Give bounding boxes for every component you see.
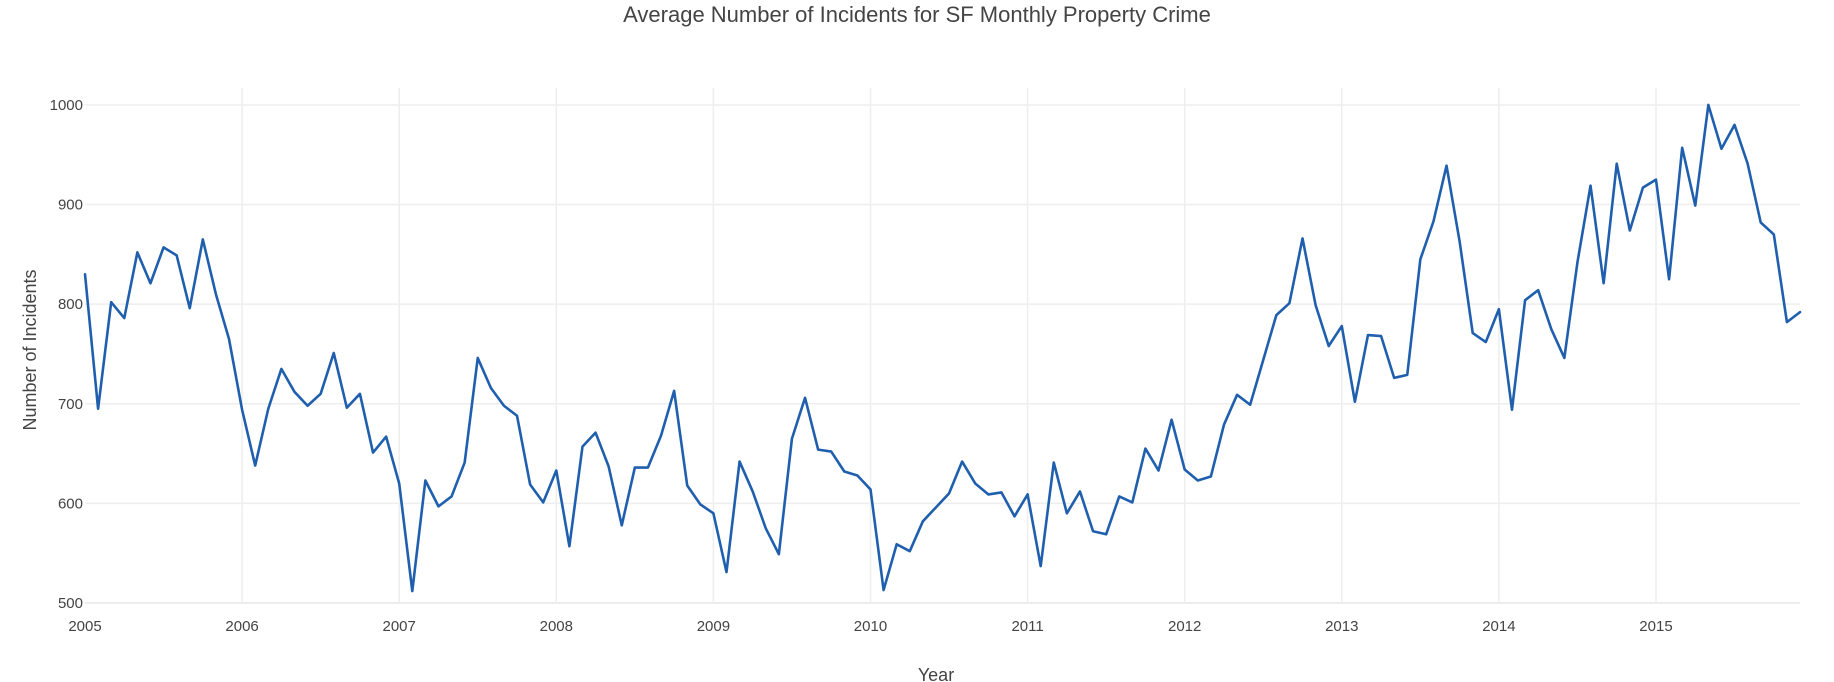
y-tick-label: 600 <box>58 495 83 512</box>
y-tick-label: 700 <box>58 396 83 413</box>
y-axis-title: Number of Incidents <box>20 269 40 430</box>
x-gridlines <box>241 88 1657 603</box>
x-tick-label: 2005 <box>68 618 101 635</box>
x-tick-label: 2015 <box>1639 618 1672 635</box>
y-tick-label: 800 <box>58 296 83 313</box>
series-line <box>83 103 1802 593</box>
y-tick-labels: 500 600 700 800 900 1000 <box>50 97 83 612</box>
y-gridlines <box>85 104 1800 604</box>
x-tick-label: 2011 <box>1011 618 1043 635</box>
x-tick-label: 2010 <box>854 618 887 635</box>
x-tick-label: 2013 <box>1325 618 1358 635</box>
x-tick-label: 2008 <box>540 618 573 635</box>
x-tick-label: 2006 <box>225 618 258 635</box>
chart-title: Average Number of Incidents for SF Month… <box>623 2 1211 27</box>
x-tick-label: 2014 <box>1482 618 1515 635</box>
y-tick-label: 900 <box>58 197 83 214</box>
x-axis-title: Year <box>918 665 954 682</box>
x-tick-label: 2012 <box>1168 618 1201 635</box>
x-tick-labels: 2005 2006 2007 2008 2009 2010 2011 2012 2013 2014… <box>68 618 1672 635</box>
y-tick-label: 1000 <box>50 97 83 114</box>
x-tick-label: 2009 <box>697 618 730 635</box>
x-tick-label: 2007 <box>383 618 416 635</box>
series-layer <box>83 103 1802 593</box>
y-tick-label: 500 <box>58 595 83 612</box>
